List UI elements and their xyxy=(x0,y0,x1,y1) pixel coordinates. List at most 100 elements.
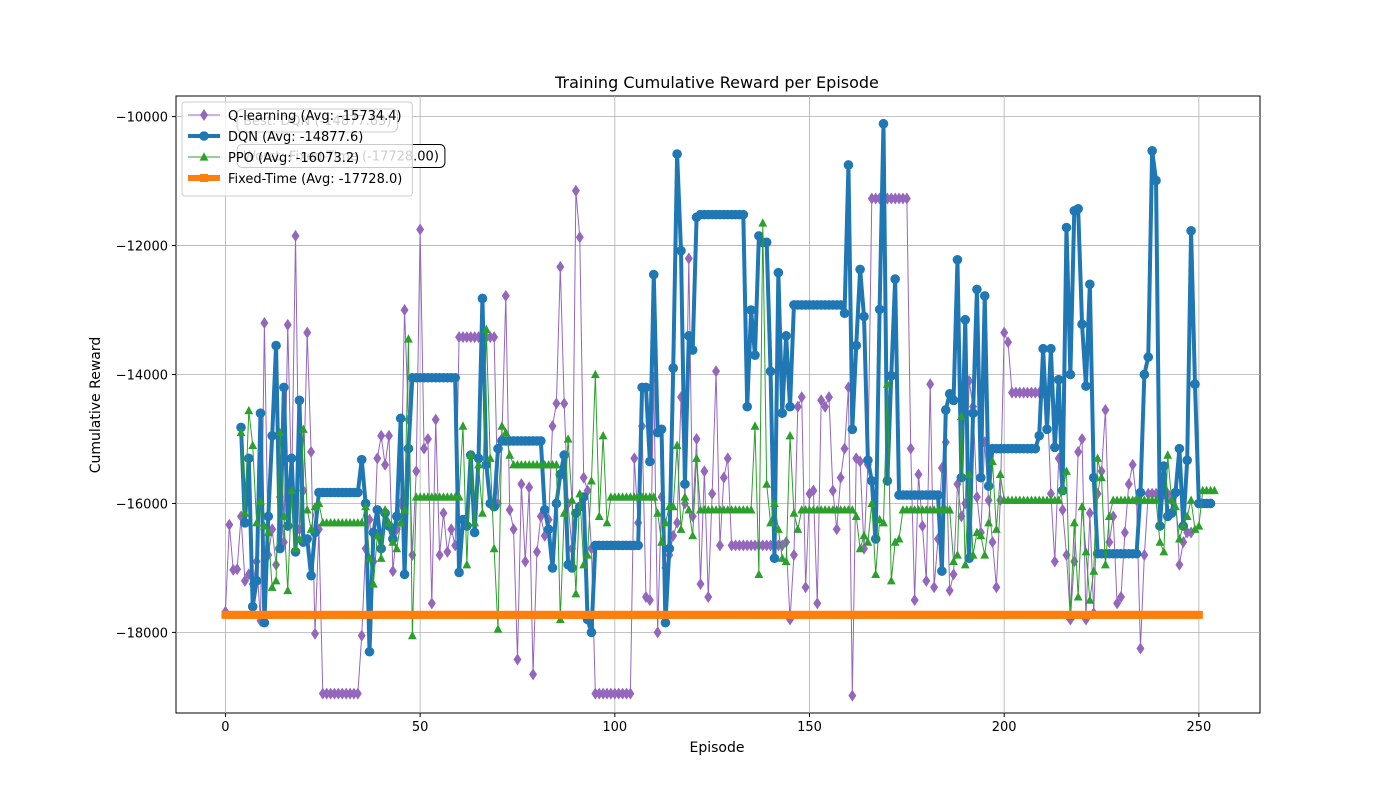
data-point xyxy=(271,340,281,351)
data-point xyxy=(567,495,577,504)
y-tick-label: −18000 xyxy=(116,626,168,641)
data-point xyxy=(785,401,795,412)
data-point xyxy=(972,491,981,504)
data-point xyxy=(431,413,440,426)
data-point xyxy=(968,408,978,419)
data-point xyxy=(633,540,643,551)
x-tick-label: 200 xyxy=(992,720,1017,735)
data-point xyxy=(259,521,269,530)
data-point xyxy=(1070,555,1079,568)
data-point xyxy=(680,479,690,489)
data-point xyxy=(489,501,499,512)
data-point xyxy=(1073,592,1083,601)
data-point xyxy=(1155,521,1165,531)
data-point xyxy=(692,453,701,462)
data-point xyxy=(910,594,919,607)
legend: Q-learning (Avg: -15734.4) DQN (Avg: -148… xyxy=(181,101,413,197)
data-point xyxy=(758,218,768,227)
data-point xyxy=(817,394,826,407)
x-axis-label: Episode xyxy=(690,740,745,756)
data-point xyxy=(259,617,270,628)
data-point xyxy=(661,518,670,527)
data-point xyxy=(956,472,967,483)
data-point xyxy=(547,563,558,573)
data-point xyxy=(715,539,724,552)
data-point xyxy=(1178,521,1188,530)
data-point xyxy=(439,507,448,520)
data-point xyxy=(1085,595,1095,604)
legend-label: PPO (Avg: -16073.2) xyxy=(228,151,359,166)
data-point xyxy=(532,545,541,558)
data-point xyxy=(648,269,659,280)
data-point xyxy=(587,476,596,485)
data-point xyxy=(673,516,682,529)
data-point xyxy=(255,408,266,419)
data-point xyxy=(937,566,947,576)
data-point xyxy=(793,400,802,413)
data-point xyxy=(1210,485,1219,495)
data-point xyxy=(586,627,597,638)
data-point xyxy=(244,405,254,415)
data-point xyxy=(769,553,780,564)
data-point xyxy=(1089,566,1099,575)
data-point xyxy=(1081,381,1091,391)
data-point xyxy=(1182,455,1192,466)
data-point xyxy=(395,413,406,424)
data-point xyxy=(867,498,877,508)
data-point xyxy=(851,511,861,520)
data-point xyxy=(824,391,833,404)
data-point xyxy=(742,401,753,412)
data-point xyxy=(263,527,273,537)
data-point xyxy=(559,508,569,517)
data-point xyxy=(373,452,382,465)
data-point xyxy=(708,487,717,500)
series xyxy=(236,218,1219,640)
data-point xyxy=(548,420,557,433)
data-point xyxy=(1046,343,1056,354)
data-point xyxy=(933,490,943,500)
data-point xyxy=(890,537,900,546)
data-point xyxy=(400,304,409,317)
data-point xyxy=(314,498,324,508)
data-point xyxy=(474,459,483,469)
data-point xyxy=(1058,503,1067,516)
data-point xyxy=(766,518,775,527)
data-point xyxy=(738,209,749,220)
data-point xyxy=(267,430,277,441)
data-point xyxy=(392,543,402,553)
data-point xyxy=(443,545,452,558)
data-point xyxy=(882,476,893,486)
data-point xyxy=(310,501,320,511)
data-point xyxy=(469,527,480,538)
data-point xyxy=(291,543,300,553)
data-point xyxy=(1077,501,1087,511)
data-point xyxy=(1004,336,1013,349)
data-point xyxy=(672,149,682,159)
data-point xyxy=(683,331,694,341)
data-point xyxy=(501,427,511,437)
data-point xyxy=(311,627,320,640)
data-point xyxy=(517,478,526,491)
data-point xyxy=(687,345,698,355)
data-point xyxy=(843,160,854,170)
data-point xyxy=(353,487,363,498)
data-point xyxy=(1065,369,1076,380)
data-point xyxy=(376,543,386,554)
data-point xyxy=(653,626,662,639)
data-point xyxy=(291,229,300,242)
data-point xyxy=(283,585,293,595)
data-point xyxy=(560,397,569,410)
data-point xyxy=(361,501,371,511)
data-point xyxy=(906,442,915,455)
data-point xyxy=(761,237,772,248)
data-point xyxy=(855,543,865,553)
y-tick-label: −12000 xyxy=(116,240,168,255)
data-point xyxy=(555,469,566,480)
data-point xyxy=(275,427,285,437)
data-point xyxy=(789,549,798,562)
data-point xyxy=(1085,507,1094,520)
data-point xyxy=(1085,279,1095,290)
data-point xyxy=(509,523,518,536)
data-point xyxy=(279,382,289,393)
data-point xyxy=(552,459,561,469)
